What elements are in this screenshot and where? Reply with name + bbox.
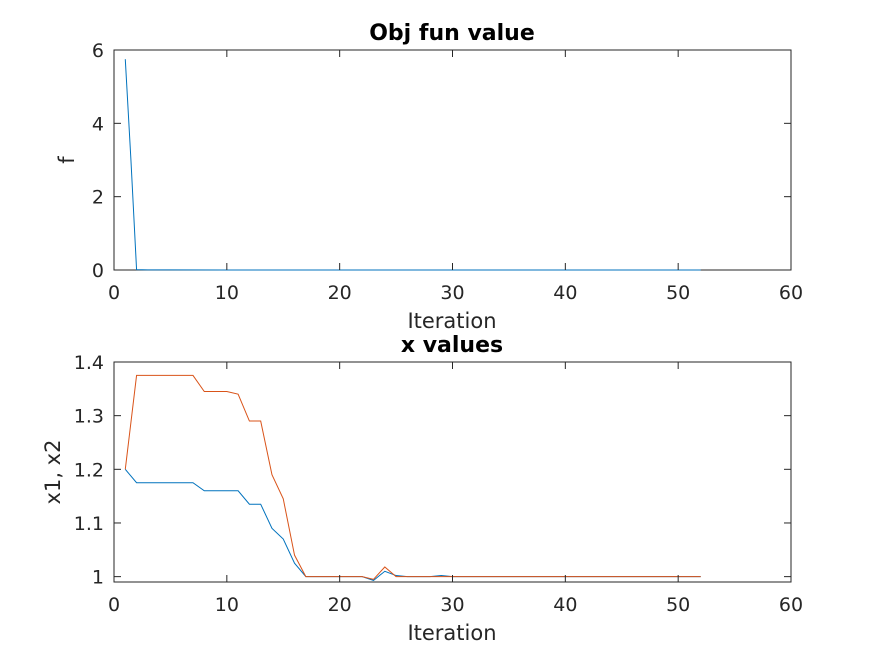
y-tick-label: 6 xyxy=(92,40,104,62)
x-tick-label: 0 xyxy=(108,282,120,304)
x-tick-label: 10 xyxy=(215,282,239,304)
y-tick-label: 1.1 xyxy=(74,513,104,535)
x-tick-label: 20 xyxy=(328,594,352,616)
y-tick-label: 2 xyxy=(92,187,104,209)
y-tick-label: 1.3 xyxy=(74,406,104,428)
y-tick-label: 1 xyxy=(92,567,104,589)
x-tick-label: 50 xyxy=(666,594,690,616)
x-tick-label: 50 xyxy=(666,282,690,304)
chart-title: x values xyxy=(401,333,503,358)
y-tick-label: 0 xyxy=(92,260,104,282)
x-tick-label: 30 xyxy=(440,594,464,616)
y-tick-label: 1.4 xyxy=(74,352,104,374)
x-tick-label: 40 xyxy=(553,594,577,616)
y-axis-label: x1, x2 xyxy=(41,440,65,505)
series-line-1 xyxy=(124,59,701,271)
y-tick-label: 1.2 xyxy=(74,459,104,481)
y-tick-label: 4 xyxy=(92,113,104,135)
x-tick-label: 10 xyxy=(215,594,239,616)
x-tick-label: 20 xyxy=(328,282,352,304)
x-tick-label: 60 xyxy=(779,594,803,616)
bottom-axes-x-values: 0 10 20 30 40 50 60 1 1.1 1.2 1.3 1.4 x values Iter… xyxy=(41,333,803,645)
series-line-2 xyxy=(124,374,701,580)
plot-area-frame xyxy=(113,49,792,271)
x-tick-label: 60 xyxy=(779,282,803,304)
chart-title: Obj fun value xyxy=(369,21,535,46)
x-axis-label: Iteration xyxy=(407,309,496,333)
plot-area-frame xyxy=(113,361,792,583)
x-tick-label: 30 xyxy=(440,282,464,304)
top-axes-objective-value: 0 10 20 30 40 50 60 0 2 4 6 Obj fun value Iteratio… xyxy=(55,21,803,333)
x-axis-label: Iteration xyxy=(407,621,496,645)
y-axis-label: f xyxy=(55,156,79,164)
x-tick-label: 0 xyxy=(108,594,120,616)
x-tick-label: 40 xyxy=(553,282,577,304)
